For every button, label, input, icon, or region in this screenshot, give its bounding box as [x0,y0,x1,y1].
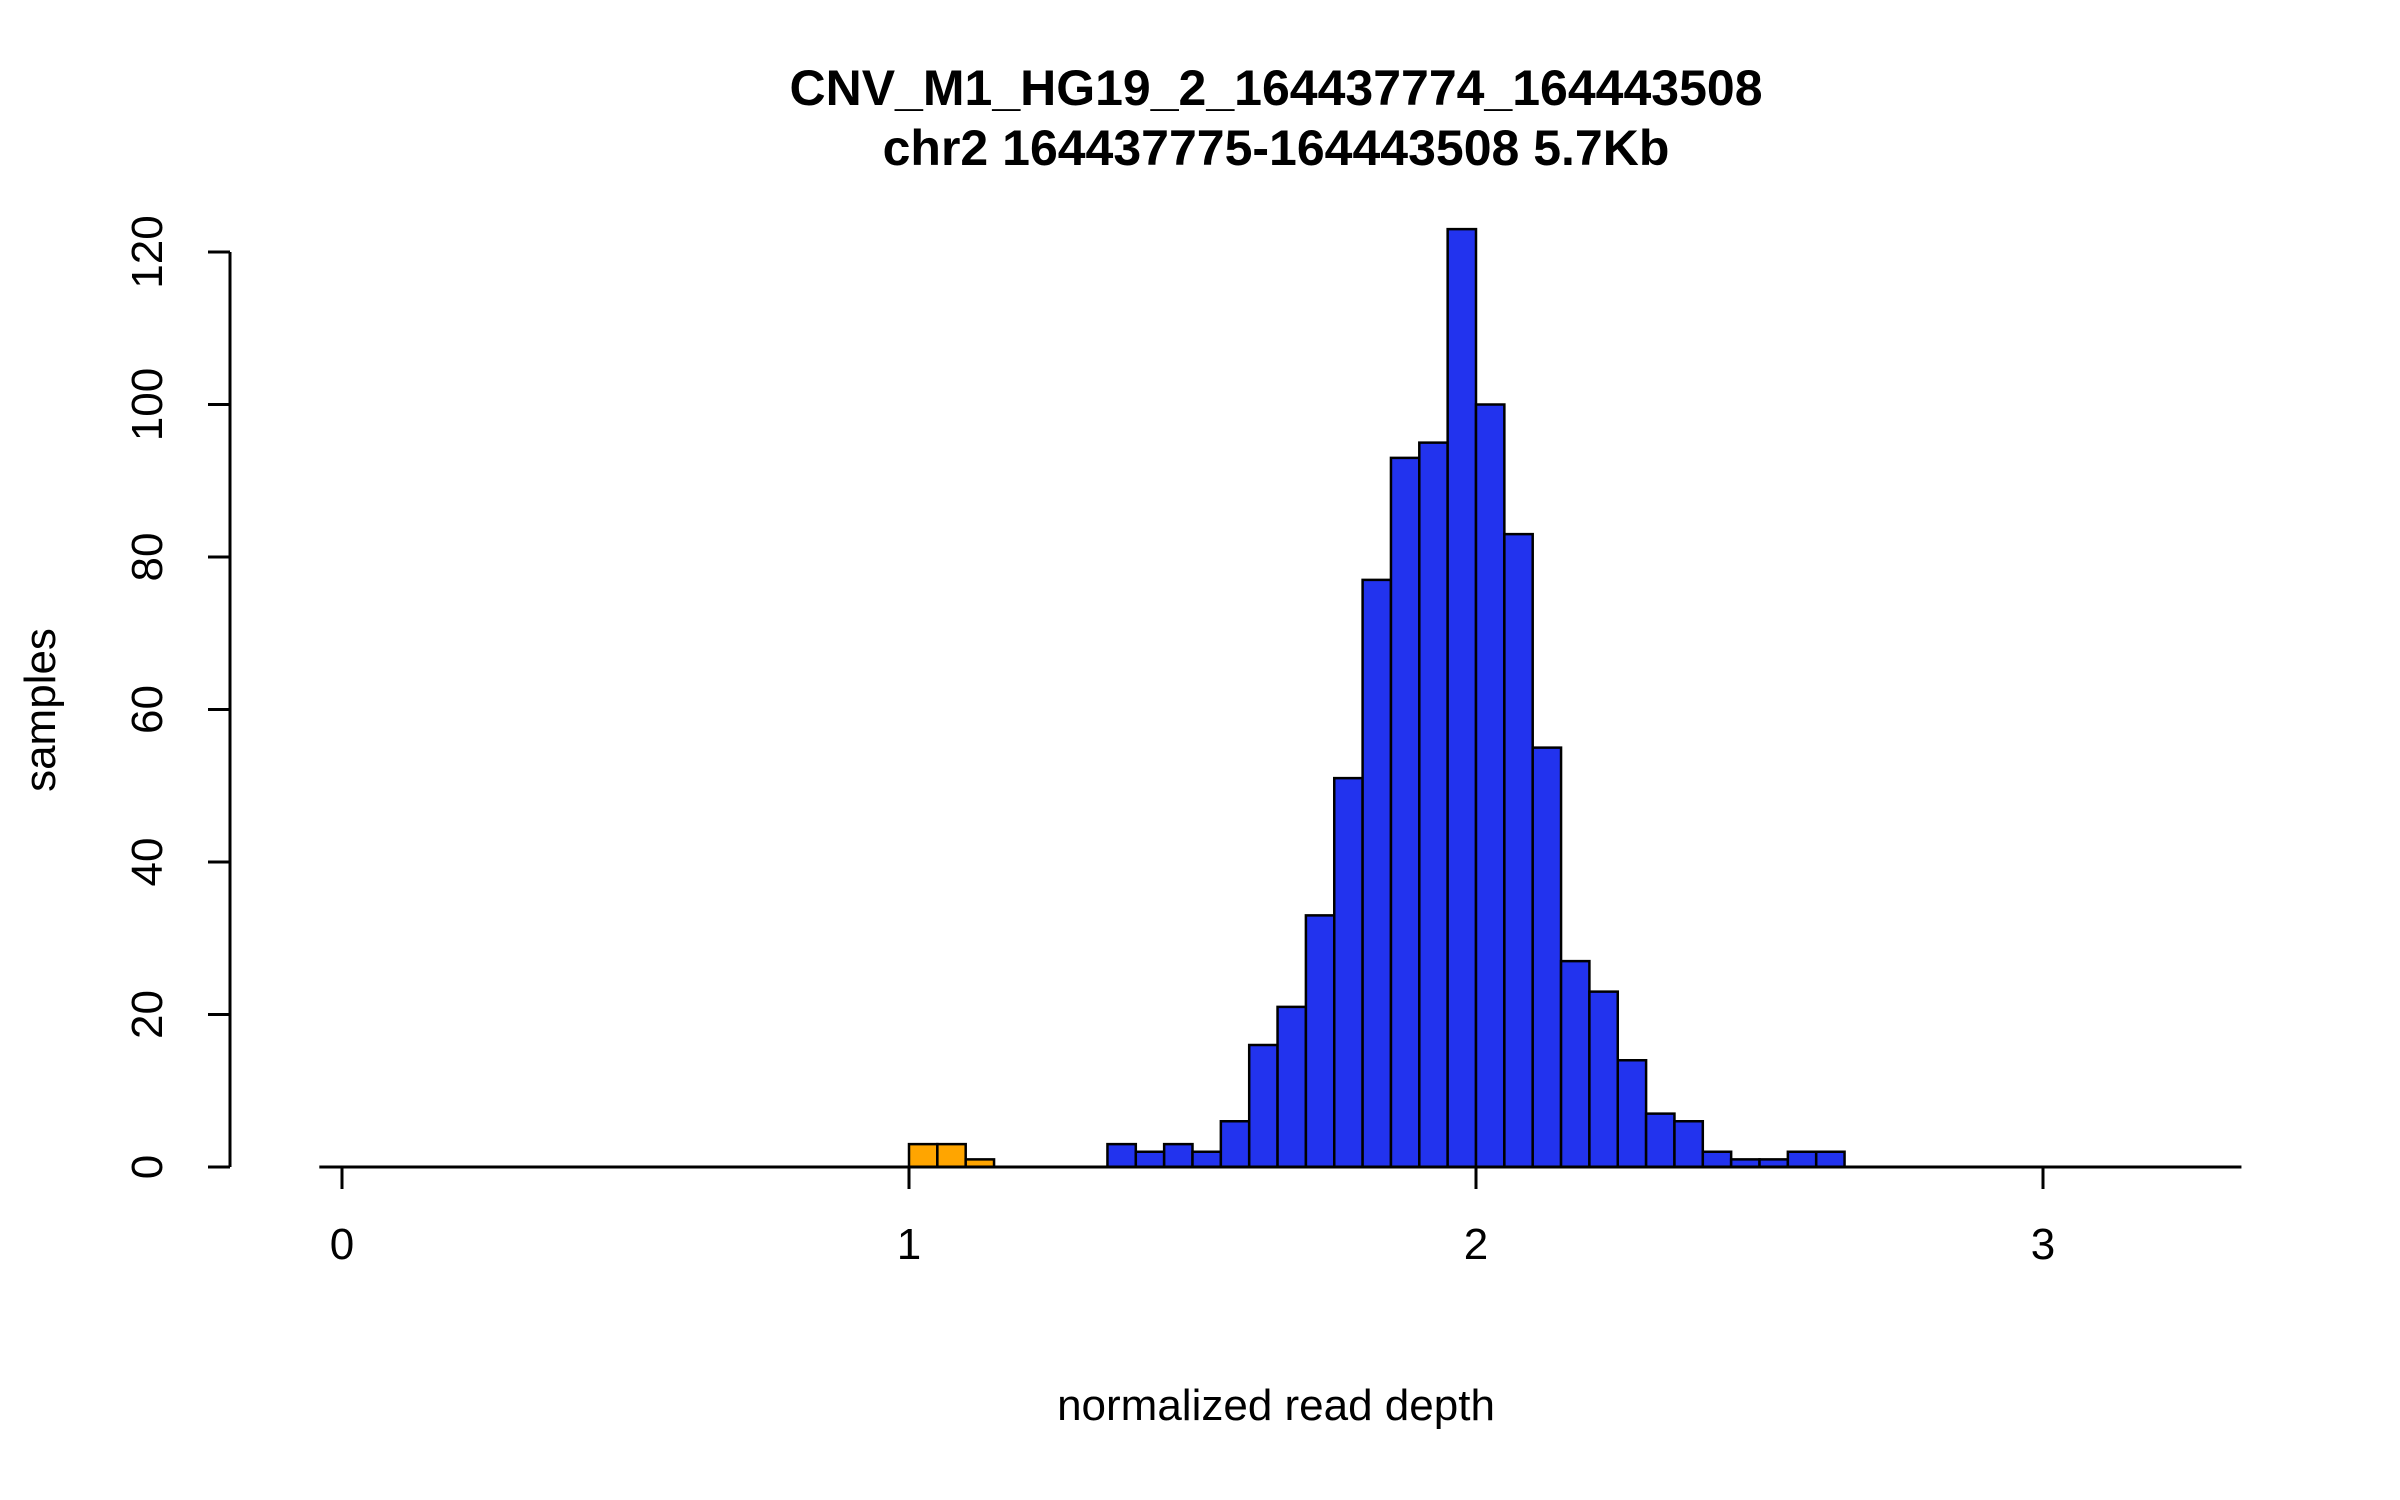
histogram-bar [1247,1043,1279,1169]
x-axis-label: normalized read depth [1057,1381,1495,1430]
x-tick-label: 3 [2031,1220,2055,1269]
histogram-bar [1503,532,1534,1169]
y-tick-label: 20 [123,990,172,1039]
chart-title: CNV_M1_HG19_2_164437774_164443508 [789,60,1762,116]
histogram-bar [1673,1120,1705,1169]
histogram-bar [1644,1112,1676,1169]
histogram-bar [1531,746,1563,1169]
histogram-bar [1276,1005,1308,1169]
histogram-bar [907,1142,939,1169]
x-tick-label: 0 [330,1220,354,1269]
y-tick-label: 120 [123,215,172,288]
histogram-bar [1814,1150,1846,1169]
histogram-bar [1418,441,1449,1169]
histogram-bar [1304,914,1336,1169]
x-tick-label: 1 [897,1220,921,1269]
y-tick-label: 80 [123,533,172,582]
histogram-bars [907,227,1846,1169]
histogram-bar [1191,1150,1223,1169]
histogram-bar [1106,1142,1138,1169]
histogram-bar [1474,403,1506,1169]
histogram-bar [1616,1059,1648,1169]
y-tick-label: 100 [123,368,172,441]
histogram-bar [1559,959,1591,1169]
histogram-bar [1701,1150,1733,1169]
y-axis-label: samples [16,628,65,792]
y-axis: 0 20 40 60 80 100 120 [123,215,232,1179]
x-axis: 0 1 2 3 [319,1165,2242,1269]
histogram-bar [1588,990,1620,1169]
histogram-bar [1446,227,1478,1169]
y-tick-label: 0 [123,1155,172,1179]
x-tick-label: 2 [1464,1220,1488,1269]
histogram-bar [1389,456,1421,1169]
chart-subtitle: chr2 164437775-164443508 5.7Kb [883,120,1670,176]
histogram-bar [1786,1150,1818,1169]
histogram-bar [1361,578,1393,1169]
histogram-bar [1162,1142,1194,1169]
histogram-bar [936,1142,967,1169]
histogram-bar [1333,776,1364,1169]
histogram-bar [1134,1150,1166,1169]
y-tick-label: 60 [123,685,172,734]
y-tick-label: 40 [123,838,172,887]
histogram-bar [1219,1120,1251,1169]
